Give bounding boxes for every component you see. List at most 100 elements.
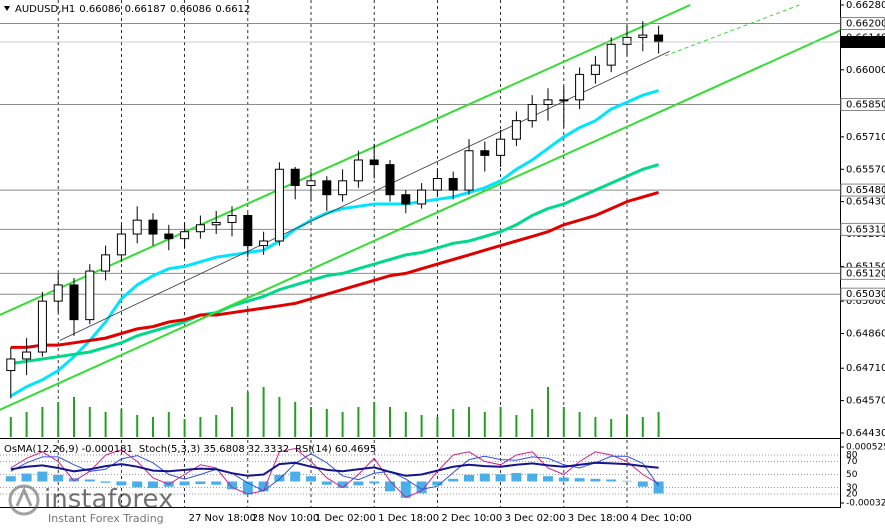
indicator-line bbox=[10, 461, 659, 477]
osma-bar bbox=[306, 476, 316, 482]
osma-bar bbox=[400, 481, 411, 498]
moving-average bbox=[10, 163, 660, 366]
candle-body bbox=[511, 120, 521, 140]
y-tick-label: 0.65570 bbox=[846, 164, 885, 175]
level-label: 0.65480 bbox=[846, 185, 885, 196]
x-tick-label: 28 Nov 10:00 bbox=[252, 513, 319, 524]
indicator-line bbox=[10, 453, 660, 492]
x-tick-label: 4 Dec 10:00 bbox=[631, 513, 692, 524]
trend-line bbox=[0, 29, 840, 411]
logo-ring bbox=[8, 484, 40, 516]
watermark-tagline: Instant Forex Trading bbox=[48, 512, 164, 525]
candle-body bbox=[85, 270, 95, 321]
y-tick-label: -0.000328 bbox=[846, 499, 885, 509]
osma-bar bbox=[511, 472, 522, 482]
osma-bar bbox=[290, 471, 301, 482]
indicator-panel bbox=[0, 440, 840, 507]
candle-body bbox=[37, 300, 47, 353]
candle-body bbox=[480, 150, 490, 156]
osma-bar bbox=[211, 481, 222, 485]
osma-bar bbox=[258, 481, 269, 492]
osma-bar bbox=[432, 481, 443, 486]
main-panel bbox=[0, 0, 840, 437]
candle-body bbox=[227, 215, 237, 223]
current-price-label: 0.66120 bbox=[846, 37, 885, 48]
candle-body bbox=[432, 178, 442, 191]
candle-body bbox=[306, 180, 316, 186]
y-tick-label: 0.65710 bbox=[846, 132, 885, 143]
candle-body bbox=[338, 180, 348, 196]
candle-body bbox=[180, 231, 190, 240]
osma-bar bbox=[479, 473, 490, 482]
y-tick-label: 0.64710 bbox=[846, 363, 885, 374]
candle-body bbox=[132, 219, 142, 235]
osma-bar bbox=[242, 481, 253, 495]
osma-value: -0.000181 bbox=[82, 444, 133, 455]
candle-body bbox=[448, 178, 458, 191]
moving-average bbox=[10, 190, 660, 349]
trend-line bbox=[0, 4, 691, 316]
candle-body bbox=[638, 34, 648, 38]
osma-bar bbox=[590, 478, 601, 482]
osma-bar bbox=[84, 479, 95, 482]
level-label-box bbox=[840, 97, 885, 111]
candle-body bbox=[101, 254, 111, 272]
candle-body bbox=[6, 358, 16, 372]
ohlc-close: 0.6612 bbox=[215, 4, 250, 15]
candle-body bbox=[654, 34, 664, 43]
x-tick-label: 1 Dec 18:00 bbox=[378, 513, 439, 524]
candle-body bbox=[290, 168, 300, 186]
x-tick-label: 2 Dec 10:00 bbox=[441, 513, 502, 524]
level-label: 0.65120 bbox=[846, 268, 885, 279]
y-tick-label: 0.64430 bbox=[846, 428, 885, 439]
candle-body bbox=[353, 159, 363, 182]
level-label-box bbox=[840, 17, 885, 31]
y2-tick-label: 30 bbox=[846, 483, 858, 493]
indicator-line bbox=[10, 447, 659, 498]
level-label-box bbox=[840, 222, 885, 236]
candle-body bbox=[369, 159, 379, 166]
osma-bar bbox=[21, 473, 32, 482]
candle-body bbox=[417, 189, 427, 205]
candle-body bbox=[401, 194, 411, 205]
y2-tick-label: 80 bbox=[846, 451, 858, 461]
osma-bar bbox=[416, 481, 427, 494]
watermark-brand: instaforex bbox=[44, 485, 173, 515]
osma-bar bbox=[69, 478, 79, 482]
level-label-box bbox=[840, 183, 885, 197]
y2-tick-label: 20 bbox=[846, 490, 858, 500]
candle-body bbox=[53, 284, 63, 302]
y-tick-label: 0.64570 bbox=[846, 396, 885, 407]
candle-body bbox=[559, 99, 569, 102]
y-tick-label: 0.65430 bbox=[846, 197, 885, 208]
stoch-name: Stoch(5,3,3) bbox=[139, 444, 201, 455]
candle-body bbox=[590, 64, 600, 75]
candle-body bbox=[195, 224, 205, 233]
candle-body bbox=[259, 240, 269, 247]
osma-bar bbox=[321, 481, 332, 485]
osma-bar bbox=[195, 481, 206, 485]
y-tick-label: 0.66000 bbox=[846, 65, 885, 76]
osma-bar bbox=[5, 476, 16, 482]
candle-body bbox=[606, 43, 616, 66]
candle-body bbox=[464, 150, 474, 191]
osma-bar bbox=[606, 479, 617, 482]
y-tick-label: 0.65000 bbox=[846, 296, 885, 307]
ohlc-open: 0.66086 bbox=[79, 4, 120, 15]
osma-bar bbox=[558, 477, 569, 482]
osma-bar bbox=[653, 481, 664, 494]
candle-body bbox=[496, 138, 506, 156]
osma-bar bbox=[464, 474, 474, 482]
level-label: 0.66200 bbox=[846, 19, 885, 30]
menu-triangle bbox=[4, 6, 10, 11]
osma-bar bbox=[116, 481, 127, 486]
x-tick-label: 27 Nov 18:00 bbox=[189, 513, 256, 524]
osma-bar bbox=[227, 481, 237, 490]
osma-bar bbox=[369, 481, 380, 484]
candle-body bbox=[527, 103, 537, 122]
indicator-header: OsMA(12,26,9) -0.000181 Stoch(5,3,3) 35.680… bbox=[4, 444, 376, 455]
candle-body bbox=[116, 233, 126, 256]
trend-line bbox=[664, 4, 800, 57]
